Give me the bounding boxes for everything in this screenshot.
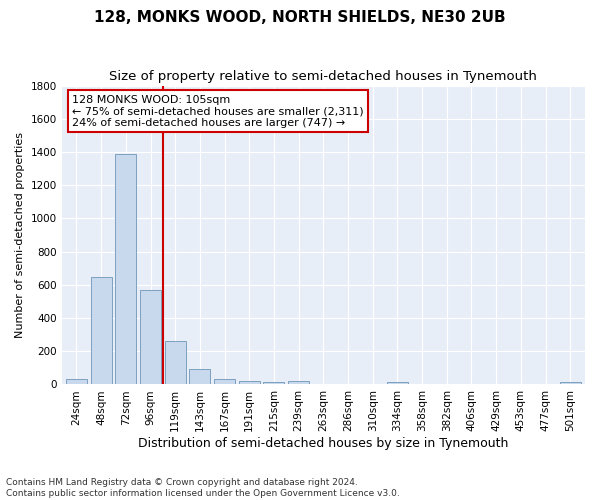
Bar	[288, 381, 309, 384]
Bar	[560, 382, 581, 384]
Title: Size of property relative to semi-detached houses in Tynemouth: Size of property relative to semi-detach…	[109, 70, 537, 83]
Text: 128 MONKS WOOD: 105sqm
← 75% of semi-detached houses are smaller (2,311)
24% of : 128 MONKS WOOD: 105sqm ← 75% of semi-det…	[72, 94, 364, 128]
Bar	[387, 382, 408, 384]
Bar	[165, 342, 186, 384]
Bar	[66, 380, 87, 384]
Bar	[115, 154, 136, 384]
Bar	[263, 382, 284, 384]
X-axis label: Distribution of semi-detached houses by size in Tynemouth: Distribution of semi-detached houses by …	[138, 437, 509, 450]
Text: 128, MONKS WOOD, NORTH SHIELDS, NE30 2UB: 128, MONKS WOOD, NORTH SHIELDS, NE30 2UB	[94, 10, 506, 25]
Bar	[214, 378, 235, 384]
Bar	[91, 276, 112, 384]
Bar	[140, 290, 161, 384]
Y-axis label: Number of semi-detached properties: Number of semi-detached properties	[15, 132, 25, 338]
Text: Contains HM Land Registry data © Crown copyright and database right 2024.
Contai: Contains HM Land Registry data © Crown c…	[6, 478, 400, 498]
Bar	[239, 381, 260, 384]
Bar	[190, 368, 211, 384]
